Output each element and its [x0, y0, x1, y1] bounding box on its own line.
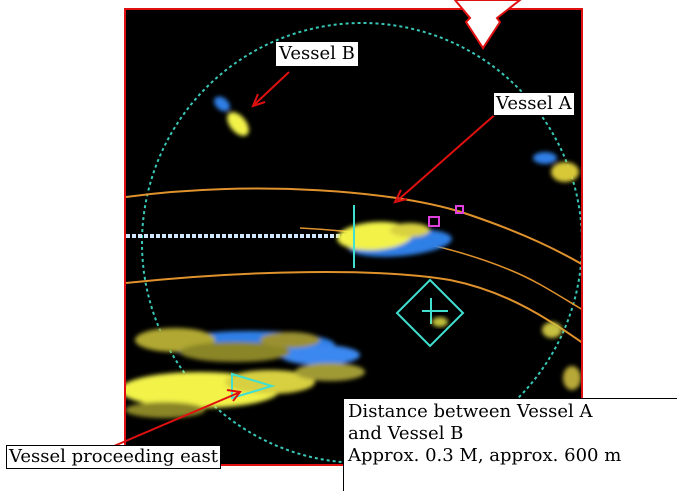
land-clutter-echoes	[126, 328, 365, 418]
label-vessel-b: Vessel B	[276, 42, 358, 66]
arrow-to-vessel-east	[99, 389, 242, 453]
distance-line-1: Distance between Vessel A	[348, 401, 593, 422]
arrow-to-vessel-b	[251, 71, 290, 108]
distance-line-3: Approx. 0.3 M, approx. 600 m	[348, 445, 622, 466]
right-edge-echoes	[533, 152, 581, 390]
vessel-east-triangle	[231, 372, 276, 400]
target-marker-2	[455, 205, 464, 214]
track-line-lower	[126, 271, 582, 344]
distance-note: Distance between Vessel A and Vessel B A…	[343, 398, 677, 491]
vessel-a-echo	[337, 221, 452, 257]
arrow-to-vessel-a	[393, 111, 499, 204]
label-vessel-a: Vessel A	[493, 92, 575, 116]
range-ring	[141, 22, 582, 464]
vessel-b-echo	[214, 96, 249, 136]
track-line-upper	[126, 187, 582, 266]
distance-line-2: and Vessel B	[348, 423, 464, 444]
diamond-target-marker	[395, 278, 465, 348]
north-arrow-icon	[453, 0, 522, 50]
label-vessel-east: Vessel proceeding east	[6, 445, 221, 469]
target-marker-1	[428, 216, 440, 227]
